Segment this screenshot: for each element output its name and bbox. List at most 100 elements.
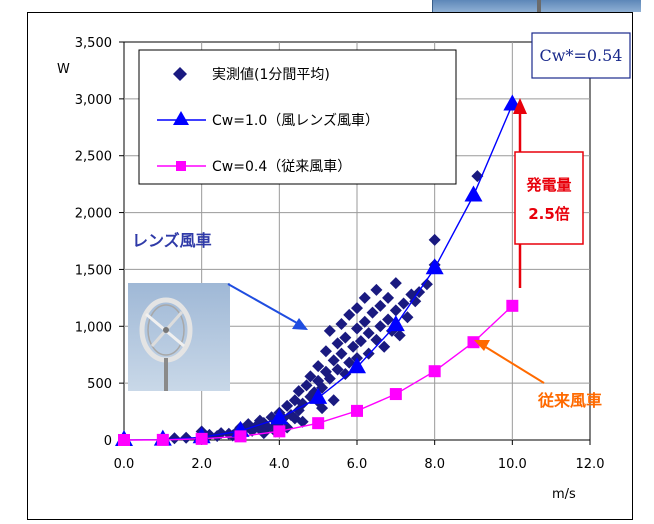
cw04-marker xyxy=(273,425,286,438)
measured-point xyxy=(296,415,309,428)
x-tick-label: 6.0 xyxy=(347,457,368,472)
y-axis-label: W xyxy=(57,62,70,77)
cw04-marker xyxy=(506,299,519,312)
measured-point xyxy=(362,327,375,340)
measured-point xyxy=(319,345,332,358)
measured-point xyxy=(331,363,344,376)
measured-point xyxy=(339,331,352,344)
legend-label-cw10: Cw=1.0（風レンズ風車） xyxy=(212,112,379,129)
cw10-marker xyxy=(309,387,328,404)
measured-point xyxy=(382,313,395,326)
measured-point xyxy=(393,329,406,342)
y-axis-ticks: 0 500 1,000 1,500 2,000 2,500 3,000 3,500 xyxy=(75,36,124,449)
measured-point xyxy=(409,295,422,308)
measured-point xyxy=(351,322,363,335)
cw10-marker xyxy=(386,315,405,332)
measured-point xyxy=(354,335,367,348)
measured-point xyxy=(327,394,340,407)
measured-point xyxy=(401,311,414,324)
lens-turbine-label: レンズ風車 xyxy=(132,231,212,250)
y-tick-label: 3,500 xyxy=(75,36,112,51)
x-tick-label: 4.0 xyxy=(269,457,290,472)
measured-point xyxy=(370,283,383,296)
x-axis-ticks: 0.0 2.0 4.0 6.0 8.0 10.0 12.0 xyxy=(114,440,605,472)
y-tick-label: 3,000 xyxy=(75,93,112,108)
measured-point xyxy=(397,297,410,310)
measured-point xyxy=(296,397,309,410)
gain-label-line2: 2.5倍 xyxy=(528,205,570,223)
measured-point xyxy=(300,379,313,392)
cw04-marker xyxy=(312,417,325,430)
measured-point xyxy=(215,427,228,440)
cw10-marker xyxy=(270,408,289,425)
series-markers-cw04 xyxy=(118,299,519,446)
measured-point xyxy=(316,402,329,415)
cw-box-label: Cw*=0.54 xyxy=(540,46,623,65)
legend-triangle-icon xyxy=(173,111,189,125)
measured-point xyxy=(366,306,379,319)
cw-box xyxy=(531,32,631,79)
measured-point xyxy=(374,299,387,312)
conventional-pointer-arrow xyxy=(474,340,545,384)
y-tick-label: 0 xyxy=(104,434,112,449)
legend-square-icon xyxy=(176,161,186,171)
cw10-marker xyxy=(348,357,366,374)
cw04-marker xyxy=(118,434,130,446)
measured-point xyxy=(358,291,371,304)
measured-point xyxy=(343,308,356,321)
cw10-marker xyxy=(425,258,444,275)
measured-point xyxy=(428,233,441,246)
legend-box xyxy=(138,49,457,185)
measured-point xyxy=(323,372,336,385)
measured-point xyxy=(420,278,433,291)
corner-photo-fragment xyxy=(432,0,641,12)
measured-point xyxy=(351,302,363,315)
legend-diamond-icon xyxy=(173,67,187,81)
cw04-marker xyxy=(351,404,363,417)
measured-point xyxy=(374,320,387,333)
cw04-marker xyxy=(428,365,441,378)
measured-point xyxy=(331,337,344,350)
cw04-marker xyxy=(195,432,208,445)
measured-points xyxy=(156,170,484,445)
x-tick-label: 12.0 xyxy=(576,457,605,472)
x-tick-label: 10.0 xyxy=(498,457,527,472)
lens-pointer-arrow xyxy=(227,283,308,330)
gain-label-line1: 発電量 xyxy=(525,176,571,194)
measured-point xyxy=(378,340,391,353)
legend: 実測値(1分間平均) Cw=1.0（風レンズ風車） Cw=0.4（従来風車） xyxy=(138,49,457,185)
measured-point xyxy=(382,291,395,304)
measured-point xyxy=(335,347,348,360)
lens-turbine-photo xyxy=(128,283,230,391)
measured-point xyxy=(339,368,352,381)
measured-point xyxy=(312,360,325,373)
legend-label-cw04: Cw=0.4（従来風車） xyxy=(212,158,351,175)
measured-point xyxy=(347,340,360,353)
measured-point xyxy=(343,356,356,369)
x-tick-label: 8.0 xyxy=(424,457,445,472)
legend-label-measured: 実測値(1分間平均) xyxy=(212,67,330,83)
measured-point xyxy=(389,304,402,317)
measured-point xyxy=(358,315,371,328)
cw04-marker xyxy=(389,388,402,401)
measured-point xyxy=(389,277,402,290)
y-tick-label: 1,500 xyxy=(75,263,112,278)
x-tick-label: 2.0 xyxy=(191,457,212,472)
y-tick-label: 2,000 xyxy=(75,207,112,222)
x-tick-label: 0.0 xyxy=(114,457,135,472)
cw04-marker xyxy=(467,336,480,349)
y-tick-label: 2,500 xyxy=(75,150,112,165)
y-tick-label: 1,000 xyxy=(75,320,112,335)
measured-point xyxy=(335,318,348,331)
cw10-marker xyxy=(464,185,483,202)
gain-box xyxy=(514,151,584,245)
y-tick-label: 500 xyxy=(87,377,112,392)
conventional-turbine-label: 従来風車 xyxy=(537,391,602,410)
cw04-marker xyxy=(234,430,247,443)
measured-point xyxy=(292,385,305,398)
cw04-marker xyxy=(156,433,169,446)
x-axis-label: m/s xyxy=(552,487,576,502)
measured-point xyxy=(281,399,294,412)
measured-point xyxy=(323,324,336,337)
